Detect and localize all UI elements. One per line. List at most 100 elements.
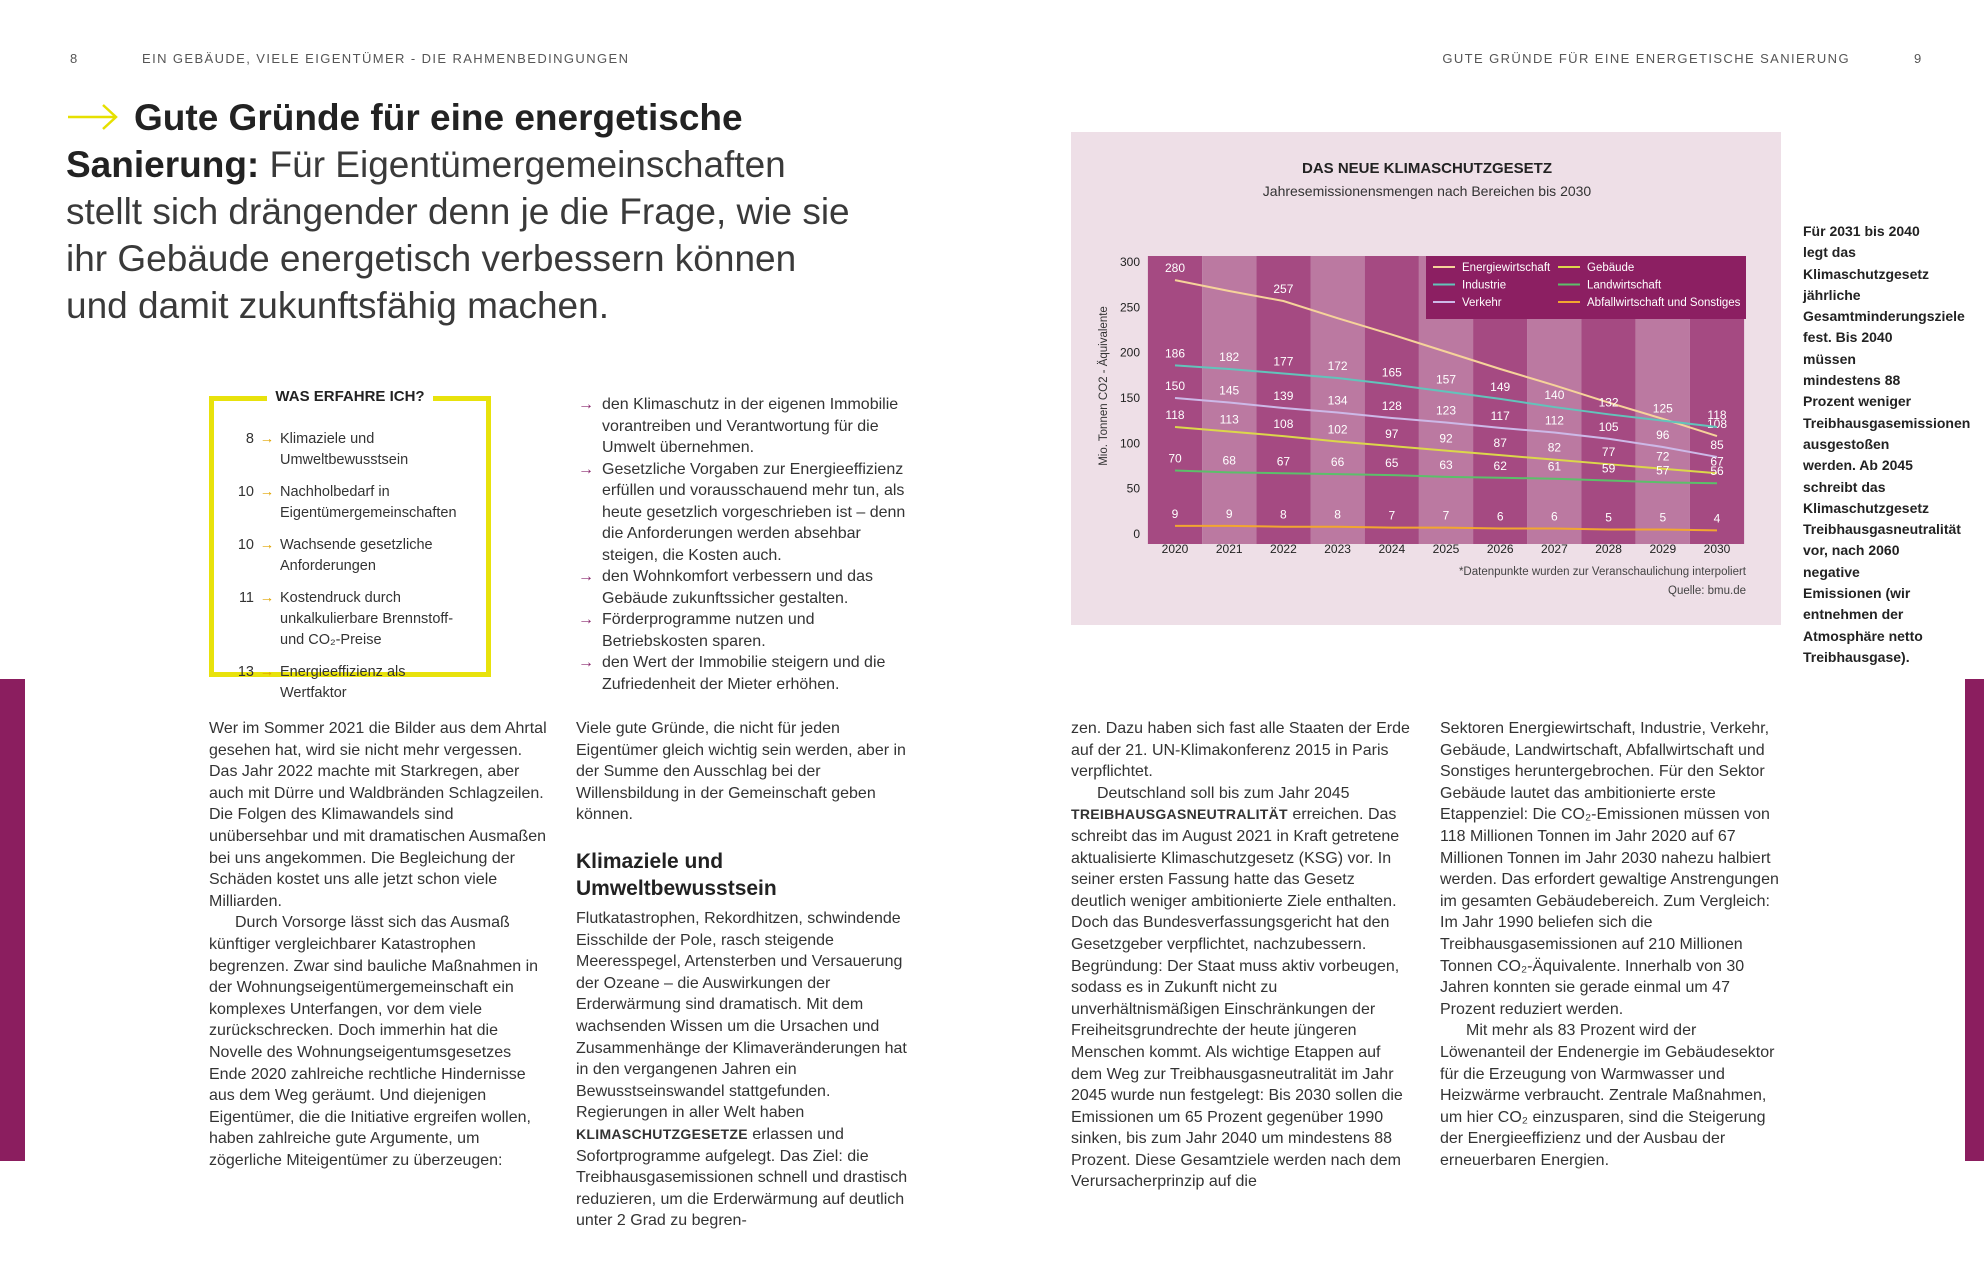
text-column: zen. Dazu haben sich fast alle Staaten d… xyxy=(1071,718,1414,1193)
bullet-item: Förderprogramme nutzen und Betriebskoste… xyxy=(578,609,917,652)
toc-arrow: → xyxy=(259,431,275,447)
data-label: 280 xyxy=(1165,261,1185,275)
section-heading: Klimaziele und Umweltbewusstsein xyxy=(576,849,777,900)
data-label: 105 xyxy=(1599,420,1619,434)
intro-lead: Gute Gründe für eine energetische Sanier… xyxy=(66,97,743,185)
data-label: 132 xyxy=(1599,395,1619,409)
series-line xyxy=(1174,364,1718,429)
data-label: 172 xyxy=(1328,359,1348,373)
data-label: 92 xyxy=(1439,432,1453,446)
data-label: 134 xyxy=(1328,394,1348,408)
toc-page: 10 xyxy=(237,484,254,500)
text-run: Viele gute Gründe, die nicht für jeden E… xyxy=(576,720,906,824)
paragraph: zen. Dazu haben sich fast alle Staaten d… xyxy=(1071,718,1414,783)
legend-label: Gebäude xyxy=(1587,262,1634,274)
toc-item: 13 → Energieeffizienz als Wertfaktor xyxy=(214,662,486,704)
page-number: 9 xyxy=(1914,51,1923,66)
x-tick-label: 2024 xyxy=(1378,542,1405,556)
data-label: 257 xyxy=(1273,282,1293,296)
data-label: 66 xyxy=(1331,455,1345,469)
bullet-item: den Wert der Immobilie steigern und die … xyxy=(578,652,917,695)
data-label: 8 xyxy=(1334,508,1341,522)
data-label: 7 xyxy=(1443,509,1450,523)
data-label: 118 xyxy=(1707,408,1726,422)
data-label: 6 xyxy=(1551,510,1558,524)
text-run: Durch Vorsorge lässt sich das Ausmaß kün… xyxy=(209,914,539,1169)
bullet-item: den Klimaschutz in der eigenen Immobilie… xyxy=(578,394,917,459)
text-run: Flutkatastrophen, Rekordhitzen, schwinde… xyxy=(576,909,907,1122)
side-note: Für 2031 bis 2040 legt das Klimaschutzge… xyxy=(1803,223,1971,665)
data-label: 108 xyxy=(1273,417,1293,431)
data-label: 65 xyxy=(1385,456,1399,470)
x-tick-label: 2025 xyxy=(1433,542,1460,556)
bullet-item: den Wohnkomfort verbessern und das Gebäu… xyxy=(578,566,917,609)
toc-item: 11 → Kostendruck durch unkalkulierbare Bre… xyxy=(214,588,486,651)
toc-page: 11 xyxy=(238,590,254,606)
data-label: 4 xyxy=(1714,511,1721,525)
series-line xyxy=(1174,426,1718,475)
data-label: 7 xyxy=(1388,509,1395,523)
text-run: Deutschland soll bis zum Jahr 2045 xyxy=(1097,784,1350,802)
data-label: 108 xyxy=(1707,417,1727,431)
data-label: 182 xyxy=(1219,350,1239,364)
data-label: 9 xyxy=(1226,507,1233,521)
paragraph: Sektoren Energiewirtschaft, Industrie, V… xyxy=(1440,718,1783,1020)
toc-page: 10 xyxy=(237,537,254,553)
x-tick-label: 2023 xyxy=(1324,542,1351,556)
toc-text: Klimaziele und Umweltbewusstsein xyxy=(280,431,409,468)
data-label: 149 xyxy=(1490,380,1510,394)
data-label: 177 xyxy=(1273,355,1293,369)
toc-item: 10 → Wachsende gesetzliche Anforderungen xyxy=(214,535,486,577)
paragraph: Durch Vorsorge lässt sich das Ausmaß kün… xyxy=(209,912,552,1171)
data-label: 61 xyxy=(1548,460,1562,474)
text-run: Sektoren Energiewirtschaft, Industrie, V… xyxy=(1440,720,1779,1018)
text-run: erlassen und Sofortprogramme aufgelegt. … xyxy=(576,1125,908,1230)
data-label: 67 xyxy=(1277,454,1291,468)
x-tick-label: 2020 xyxy=(1162,542,1189,556)
y-tick-label: 200 xyxy=(1120,346,1140,360)
plot-stripe xyxy=(1256,256,1311,544)
data-label: 6 xyxy=(1497,510,1504,524)
box-title: WAS ERFAHRE ICH? xyxy=(267,388,433,405)
bullet-list: den Klimaschutz in der eigenen Immobilie… xyxy=(578,394,917,695)
data-label: 63 xyxy=(1439,458,1453,472)
toc-arrow: → xyxy=(259,590,275,606)
y-tick-label: 150 xyxy=(1120,391,1140,405)
data-label: 186 xyxy=(1165,346,1185,360)
chart-source: Quelle: bmu.de xyxy=(1668,585,1746,597)
side-bar xyxy=(0,679,25,1161)
text-run: Wer im Sommer 2021 die Bilder aus dem Ah… xyxy=(209,720,547,910)
y-axis-label: Mio. Tonnen CO2 - Äquivalente xyxy=(1098,306,1110,466)
toc-text: Nachholbedarf in Eigentümergemeinschafte… xyxy=(280,484,457,521)
toc-text: Wachsende gesetzliche Anforderungen xyxy=(280,537,433,574)
intro: Gute Gründe für eine energetische Sanier… xyxy=(66,94,866,329)
data-label: 128 xyxy=(1382,399,1402,413)
legend-label: Verkehr xyxy=(1462,297,1502,309)
paragraph: Wer im Sommer 2021 die Bilder aus dem Ah… xyxy=(209,718,552,912)
arrow-icon xyxy=(68,104,118,130)
chart-subtitle: Jahresemissionensmengen nach Bereichen b… xyxy=(1263,183,1592,199)
toc-page: 8 xyxy=(245,431,254,447)
data-label: 123 xyxy=(1436,403,1456,417)
data-label: 67 xyxy=(1710,454,1724,468)
text-column: Sektoren Energiewirtschaft, Industrie, V… xyxy=(1440,718,1783,1171)
data-label: 68 xyxy=(1223,453,1237,467)
data-label: 113 xyxy=(1220,413,1239,427)
data-label: 5 xyxy=(1605,510,1612,524)
data-label: 8 xyxy=(1280,508,1287,522)
data-label: 102 xyxy=(1328,423,1348,437)
data-label: 112 xyxy=(1545,413,1564,427)
data-label: 72 xyxy=(1656,450,1670,464)
chart-title: DAS NEUE KLIMASCHUTZGESETZ xyxy=(1302,160,1552,177)
data-label: 62 xyxy=(1494,459,1508,473)
data-label: 5 xyxy=(1659,510,1666,524)
y-tick-label: 300 xyxy=(1120,255,1140,269)
emphasis: KLIMASCHUTZGESETZE xyxy=(576,1125,748,1142)
legend-label: Landwirtschaft xyxy=(1587,280,1662,292)
data-label: 77 xyxy=(1602,445,1616,459)
legend-label: Industrie xyxy=(1462,280,1506,292)
data-label: 96 xyxy=(1656,428,1670,442)
data-label: 9 xyxy=(1172,507,1179,521)
data-label: 157 xyxy=(1436,373,1456,387)
